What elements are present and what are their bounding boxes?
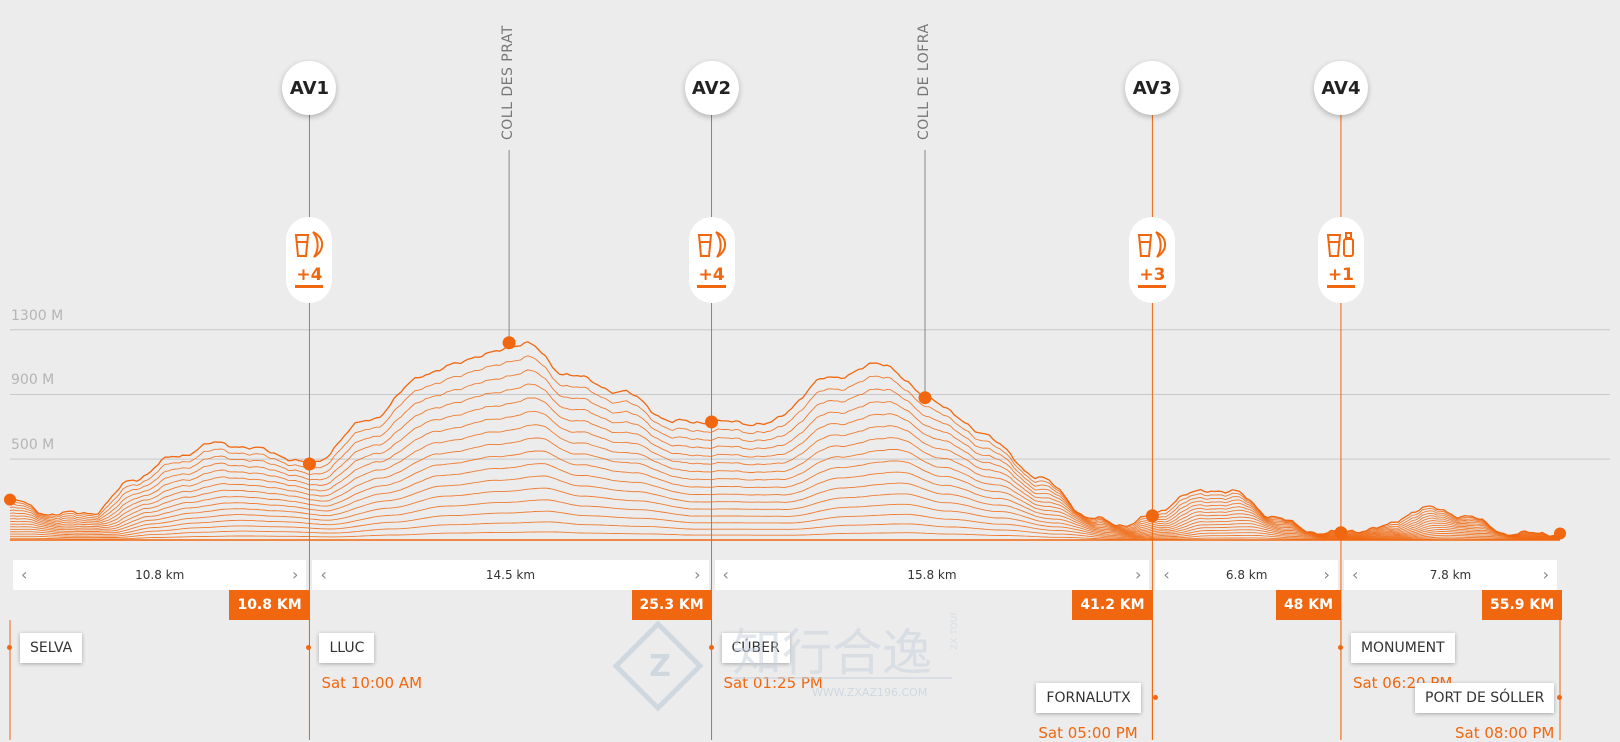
watermark-side-text: ZX TOUR <box>950 612 960 650</box>
cumulative-km-tag: 48 KM <box>1275 590 1342 620</box>
cup-and-banana-icon <box>1138 231 1167 258</box>
aid-supplies-count: +4 <box>697 265 726 288</box>
segment-distance: 15.8 km <box>907 568 957 582</box>
segment-distance: 7.8 km <box>1429 568 1472 582</box>
profile-contour-line <box>9 475 1561 539</box>
segment-bar: ‹ 10.8 km › <box>13 560 307 590</box>
place-dot <box>1337 645 1343 650</box>
profile-contour-line <box>9 341 1561 537</box>
profile-contour-line <box>9 383 1561 538</box>
place-dot <box>1153 695 1159 700</box>
svg-text:Z: Z <box>649 649 671 684</box>
chevron-right-icon[interactable]: › <box>1323 565 1330 584</box>
altitude-label: 500 M <box>11 437 55 454</box>
place-dot <box>708 645 714 650</box>
place-time: Sat 05:00 PM <box>1038 724 1138 742</box>
segment-distance: 10.8 km <box>135 568 185 582</box>
place-dot <box>306 645 312 650</box>
watermark-url: WWW.ZXAZ196.COM <box>812 686 927 699</box>
aid-station-dot <box>302 457 316 471</box>
aid-station-badge-av2[interactable]: AV2 <box>684 61 739 115</box>
cumulative-km-tag: 25.3 KM <box>631 590 712 620</box>
place-name-box: FORNALUTX <box>1036 683 1141 713</box>
chevron-left-icon[interactable]: ‹ <box>320 565 327 584</box>
profile-contour-line <box>10 487 1561 539</box>
segment-bar: ‹ 7.8 km › <box>1343 560 1557 590</box>
place-name-box: MONUMENT <box>1350 633 1455 663</box>
watermark-logo: Z 知行合逸 ZX TOUR WWW.ZXAZ196.COM <box>612 609 1012 727</box>
chevron-right-icon[interactable]: › <box>1134 565 1142 584</box>
aid-supplies-count: +4 <box>295 265 324 288</box>
profile-contour-line <box>10 521 1560 540</box>
cumulative-km-tag: 10.8 KM <box>229 590 310 620</box>
place-name-box: SELVA <box>20 633 83 663</box>
aid-supplies-count: +1 <box>1326 265 1355 288</box>
chevron-right-icon[interactable]: › <box>1542 565 1549 584</box>
cup-and-bottle-icon <box>1326 232 1354 257</box>
aid-station-dot <box>1334 526 1348 540</box>
cup-and-banana-icon <box>697 231 726 258</box>
chevron-left-icon[interactable]: ‹ <box>722 565 729 584</box>
profile-contour-line <box>9 450 1561 539</box>
profile-contour-line <box>9 463 1561 539</box>
profile-contour-line <box>9 437 1561 538</box>
place-time: Sat 08:00 PM <box>1455 724 1555 742</box>
watermark-text: 知行合逸 <box>732 624 932 682</box>
place-time: Sat 10:00 AM <box>321 674 423 692</box>
place-name-box: PORT DE SÓLLER <box>1415 683 1555 713</box>
finish-point-dot <box>1554 527 1566 540</box>
altitude-label: 900 M <box>11 372 55 389</box>
chevron-left-icon[interactable]: ‹ <box>1163 565 1170 584</box>
aid-station-badge-av4[interactable]: AV4 <box>1313 61 1368 115</box>
segment-distance: 14.5 km <box>485 568 536 582</box>
chevron-right-icon[interactable]: › <box>694 565 701 584</box>
watermark-icon: Z 知行合逸 ZX TOUR WWW.ZXAZ196.COM <box>612 609 960 712</box>
altitude-label: 1300 M <box>11 307 64 324</box>
aid-station-badge-av1[interactable]: AV1 <box>282 61 337 115</box>
profile-contour-line <box>10 531 1560 541</box>
aid-station-dot <box>705 415 719 429</box>
peak-dot <box>502 336 516 350</box>
cumulative-km-tag: 41.2 KM <box>1072 590 1153 620</box>
segment-distance: 6.8 km <box>1225 568 1268 582</box>
aid-station-dot <box>1145 509 1159 523</box>
place-dot <box>1557 695 1562 700</box>
profile-contour-line <box>9 499 1561 540</box>
place-name-box: CÚBER <box>721 633 790 663</box>
profile-contour-line <box>10 510 1560 540</box>
peak-label: COLL DES PRAT <box>500 25 517 140</box>
profile-contour-line <box>9 424 1561 538</box>
chevron-left-icon[interactable]: ‹ <box>21 565 28 584</box>
aid-supplies-pill[interactable]: +4 <box>286 217 333 303</box>
place-name-box: LLUC <box>319 633 375 663</box>
aid-supplies-pill[interactable]: +1 <box>1317 217 1364 303</box>
segment-bar: ‹ 14.5 km › <box>312 560 709 590</box>
chevron-right-icon[interactable]: › <box>292 565 299 584</box>
peak-dot <box>918 391 932 405</box>
aid-supplies-pill[interactable]: +4 <box>688 217 735 303</box>
segment-bar: ‹ 15.8 km › <box>714 560 1150 590</box>
aid-supplies-pill[interactable]: +3 <box>1129 217 1176 303</box>
peak-label: COLL DE LOFRA <box>916 23 933 140</box>
place-dot <box>7 645 12 650</box>
start-point-dot <box>4 493 16 506</box>
cup-and-banana-icon <box>295 231 324 258</box>
aid-supplies-count: +3 <box>1138 265 1167 288</box>
cumulative-km-tag: 55.9 KM <box>1482 590 1563 620</box>
profile-contour-line <box>9 410 1561 538</box>
aid-station-badge-av3[interactable]: AV3 <box>1125 61 1180 115</box>
chevron-left-icon[interactable]: ‹ <box>1351 565 1359 584</box>
segment-bar: ‹ 6.8 km › <box>1155 560 1338 590</box>
